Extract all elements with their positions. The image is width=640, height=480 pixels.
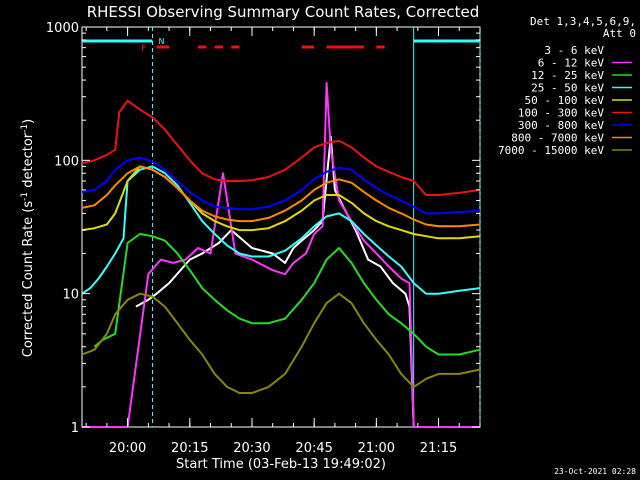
legend-label-8: 7000 - 15000 keV bbox=[498, 144, 604, 157]
y-tick-label: 100 bbox=[54, 154, 79, 169]
x-tick-label: 21:00 bbox=[358, 441, 395, 456]
x-tick-label: 20:30 bbox=[233, 441, 270, 456]
legend-label-0: 3 - 6 keV bbox=[544, 44, 604, 57]
legend-header-2: Att 0 bbox=[603, 27, 636, 40]
legend-label-7: 800 - 7000 keV bbox=[511, 132, 604, 145]
series-line-5 bbox=[81, 99, 481, 196]
x-tick-label: 20:45 bbox=[295, 441, 332, 456]
legend-header-1: Det 1,3,4,5,6,9, bbox=[530, 15, 636, 28]
series-line-8 bbox=[81, 292, 481, 394]
legend-label-5: 100 - 300 keV bbox=[518, 107, 604, 120]
x-tick-label: 20:00 bbox=[109, 441, 146, 456]
y-tick-label: 10 bbox=[62, 288, 79, 303]
series-line-1 bbox=[82, 82, 480, 428]
x-tick-label: 21:15 bbox=[420, 441, 457, 456]
y-tick-label: 1 bbox=[71, 421, 79, 436]
footer-date: 23-Oct-2021 02:28 bbox=[554, 467, 636, 476]
y-tick-label: 1000 bbox=[46, 21, 79, 36]
series-line-3 bbox=[81, 165, 481, 295]
flag-N-label: N bbox=[158, 37, 164, 46]
legend-label-6: 300 - 800 keV bbox=[518, 119, 604, 132]
legend-label-4: 50 - 100 keV bbox=[525, 94, 605, 107]
legend-label-2: 12 - 25 keV bbox=[531, 69, 604, 82]
series-line-7 bbox=[81, 165, 481, 228]
flag-F-label: F bbox=[141, 44, 146, 54]
legend-label-1: 6 - 12 keV bbox=[538, 57, 605, 70]
flag-markers: FN bbox=[82, 27, 481, 427]
series-line-6 bbox=[81, 156, 481, 215]
x-axis-label: Start Time (03-Feb-13 19:49:02) bbox=[176, 457, 386, 472]
x-tick-label: 20:15 bbox=[171, 441, 208, 456]
y-axis-label: Corrected Count Rate (s-1 detector-1) bbox=[20, 119, 36, 357]
series-lines bbox=[81, 82, 481, 428]
chart-title: RHESSI Observing Summary Count Rates, Co… bbox=[87, 3, 480, 21]
legend-label-3: 25 - 50 keV bbox=[531, 82, 604, 95]
series-line-2 bbox=[93, 233, 481, 356]
axes: 1 10 100 1000 20:00 20:15 20:30 20:45 21:00 21:15 bbox=[46, 21, 481, 456]
